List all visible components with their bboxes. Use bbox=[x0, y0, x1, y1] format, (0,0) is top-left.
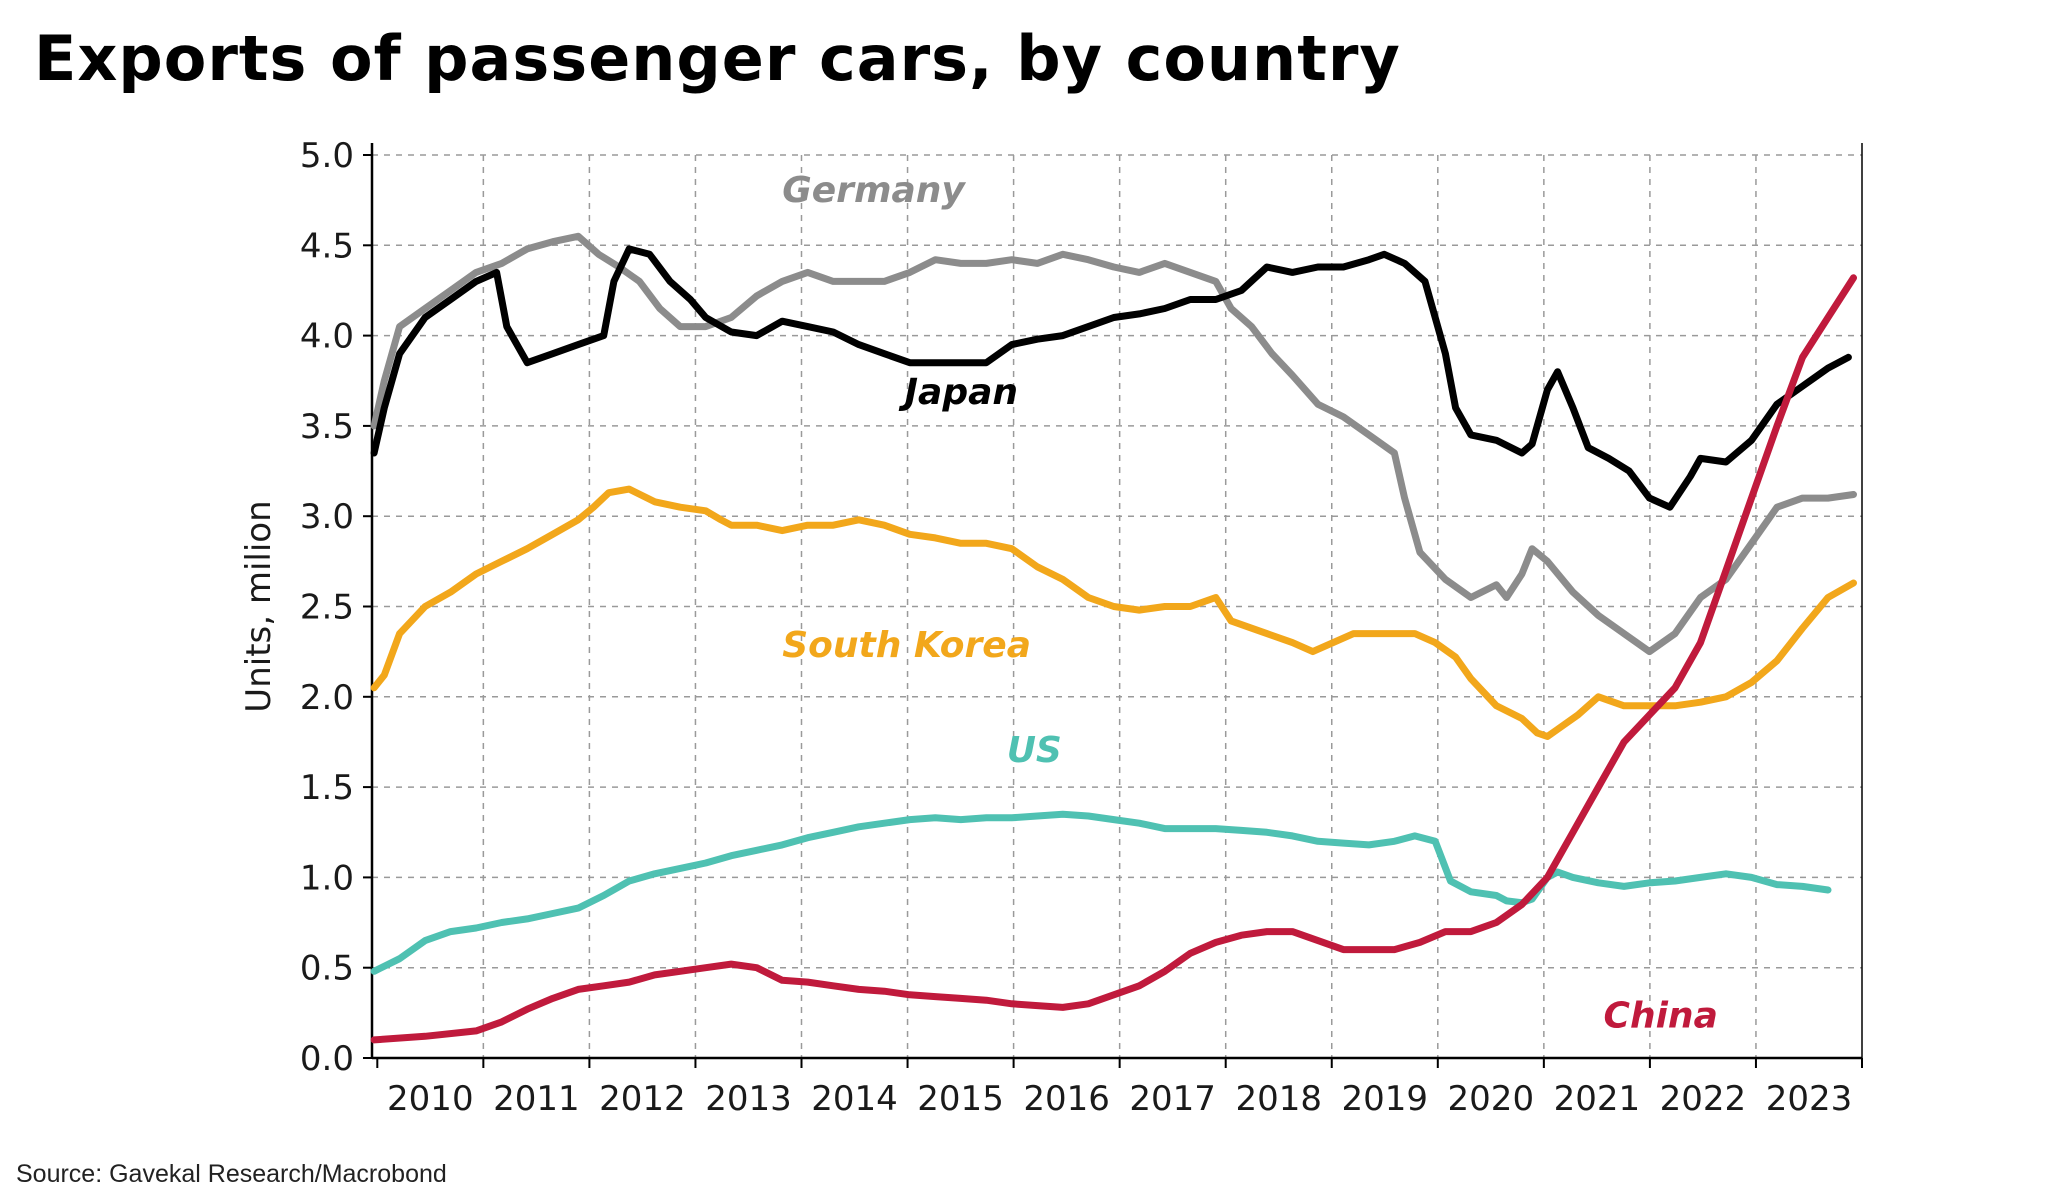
y-axis-title: Units, milion bbox=[239, 500, 279, 712]
y-tick-label: 4.5 bbox=[300, 226, 354, 266]
x-tick-label: 2021 bbox=[1554, 1079, 1641, 1119]
y-tick-label: 3.0 bbox=[300, 497, 354, 537]
y-tick-label: 5.0 bbox=[300, 136, 354, 176]
x-tick-label: 2018 bbox=[1235, 1079, 1322, 1119]
x-tick-label: 2010 bbox=[387, 1079, 474, 1119]
x-tick-label: 2023 bbox=[1766, 1079, 1853, 1119]
y-tick-label: 0.0 bbox=[300, 1039, 354, 1079]
series-line-china bbox=[370, 274, 1857, 1044]
y-tick-label: 3.5 bbox=[300, 407, 354, 447]
series-labels: Germany Japan South Korea US China bbox=[782, 170, 1718, 1036]
series-label-japan: Japan bbox=[899, 372, 1018, 413]
series-line-germany bbox=[370, 232, 1857, 656]
line-chart: 0.0 0.5 1.0 1.5 2.0 2.5 3.0 3.5 4.0 4.5 5.0 2010 201… bbox=[239, 136, 1863, 1119]
grid bbox=[372, 154, 1862, 1058]
x-tick-label: 2022 bbox=[1660, 1079, 1747, 1119]
y-tick-label: 2.5 bbox=[300, 588, 354, 628]
y-tick-label: 1.5 bbox=[300, 768, 354, 808]
y-tick-label: 4.0 bbox=[300, 317, 354, 357]
series-line-south-korea bbox=[370, 485, 1857, 740]
x-tick-label: 2017 bbox=[1129, 1079, 1216, 1119]
series-label-south-korea: South Korea bbox=[782, 625, 1031, 666]
x-tick-label: 2013 bbox=[705, 1079, 792, 1119]
x-tick-label: 2016 bbox=[1023, 1079, 1110, 1119]
series-label-china: China bbox=[1604, 995, 1718, 1036]
chart-title: Exports of passenger cars, by country bbox=[34, 22, 1401, 95]
x-tick-label: 2012 bbox=[599, 1079, 686, 1119]
y-tick-label: 0.5 bbox=[300, 949, 354, 989]
series-line-us bbox=[370, 810, 1832, 975]
y-tick-label: 1.0 bbox=[300, 858, 354, 898]
series-label-us: US bbox=[1007, 730, 1062, 771]
y-tick-label: 2.0 bbox=[300, 678, 354, 718]
tick-labels: 0.0 0.5 1.0 1.5 2.0 2.5 3.0 3.5 4.0 4.5 5.0 2010 201… bbox=[300, 136, 1852, 1119]
series-label-germany: Germany bbox=[782, 170, 966, 211]
axes bbox=[363, 143, 1863, 1068]
series-line-japan bbox=[370, 245, 1852, 511]
x-tick-label: 2020 bbox=[1448, 1079, 1535, 1119]
series-lines bbox=[370, 232, 1857, 1044]
x-tick-label: 2015 bbox=[917, 1079, 1004, 1119]
x-tick-label: 2019 bbox=[1342, 1079, 1429, 1119]
source-note: Source: Gavekal Research/Macrobond bbox=[16, 1160, 447, 1188]
x-tick-label: 2011 bbox=[493, 1079, 580, 1119]
x-tick-label: 2014 bbox=[811, 1079, 898, 1119]
